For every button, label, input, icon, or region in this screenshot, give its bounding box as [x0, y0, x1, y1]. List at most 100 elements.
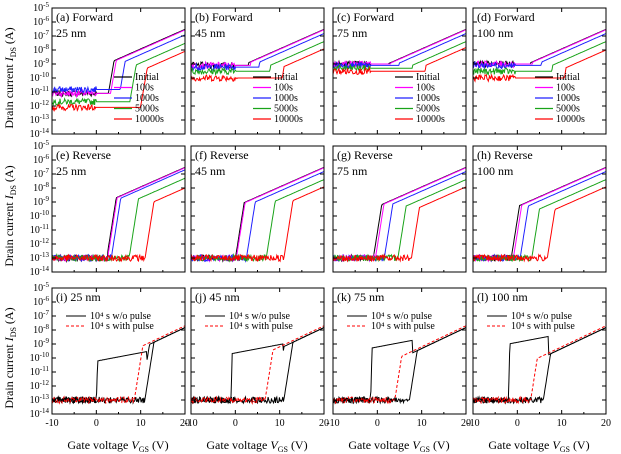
series-w-o-pulse-forward	[473, 327, 606, 404]
y-axis-label-row2: Drain current IDS (A)	[2, 165, 18, 266]
legend-label: 10⁴ s w/o pulse	[511, 311, 573, 322]
series-5000s	[191, 179, 324, 263]
x-tick-label: -10	[184, 418, 197, 429]
legend-label: 1000s	[416, 93, 440, 104]
x-axis-label-col2: Gate voltage VGS (V)	[206, 438, 307, 454]
y-tick-label: 10-9	[33, 57, 49, 70]
y-tick-label: 10-7	[33, 29, 49, 42]
series-with-pulse-forward	[473, 325, 606, 405]
plot-frame	[190, 287, 325, 415]
curves	[52, 325, 185, 405]
curves	[333, 28, 466, 76]
legend-label: 1000s	[274, 93, 298, 104]
legend-label: 5000s	[416, 104, 440, 115]
y-tick-label: 10-14	[30, 407, 50, 420]
y-tick-label: 10-10	[30, 71, 50, 84]
curves	[52, 166, 185, 264]
legend-label: Initial	[416, 72, 440, 83]
x-axis-label-col4: Gate voltage VGS (V)	[488, 438, 589, 454]
series-10000s	[473, 49, 606, 83]
legend-label: 10000s	[556, 114, 585, 125]
curves	[333, 166, 466, 263]
series-w-o-pulse-reverse	[52, 327, 185, 405]
panel-h: (h) Reverse 100 nm	[472, 145, 607, 273]
panel-e: 10-1410-1310-1210-1110-1010-910-810-710-…	[30, 139, 186, 278]
series-w-o-pulse-forward	[333, 327, 466, 405]
x-tick-label: 0	[233, 418, 238, 429]
series-5000s	[333, 179, 466, 263]
y-tick-label: 10-10	[30, 209, 50, 222]
panel-label: (e) Reverse	[56, 148, 111, 162]
x-tick-label: 10	[557, 418, 567, 429]
series-5000s	[473, 41, 606, 77]
panel-thickness: 75 nm	[337, 26, 368, 40]
x-tick-label: 10	[417, 418, 427, 429]
panel-label: (h) Reverse	[477, 148, 533, 162]
series-10000s	[191, 48, 324, 83]
panel-thickness: 45 nm	[195, 164, 226, 178]
y-tick-label: 10-12	[30, 237, 50, 250]
x-axis-label-col3: Gate voltage VGS (V)	[348, 438, 449, 454]
panel-label: (b) Forward	[195, 10, 253, 24]
y-tick-label: 10-5	[33, 1, 49, 14]
y-tick-label: 10-13	[30, 251, 50, 264]
series-Initial	[473, 166, 606, 263]
y-tick-label: 10-7	[33, 309, 49, 322]
panel-f: (f) Reverse 45 nm	[190, 145, 325, 273]
legend-label: Initial	[135, 72, 159, 83]
x-tick-label: 20	[601, 418, 611, 429]
series-with-pulse-forward	[52, 325, 185, 405]
legend-label: 5000s	[274, 104, 298, 115]
legend-label: 10⁴ s w/o pulse	[371, 311, 433, 322]
y-tick-label: 10-5	[33, 139, 49, 152]
series-w-o-pulse-reverse	[473, 327, 606, 405]
x-axis-labels: Gate voltage VGS (V) Gate voltage VGS (V…	[67, 438, 589, 454]
x-tick-label: 0	[94, 418, 99, 429]
panel-g: (g) Reverse 75 nm	[332, 145, 467, 273]
series-1000s	[191, 171, 324, 263]
legend-label: 10000s	[416, 114, 445, 125]
legend-label: 10⁴ s with pulse	[371, 321, 435, 332]
y-tick-label: 10-8	[33, 323, 49, 336]
series-Initial	[191, 166, 324, 263]
legend-label: 100s	[416, 83, 435, 94]
y-tick-label: 10-11	[30, 365, 50, 378]
x-tick-label: 20	[461, 418, 471, 429]
curves	[191, 325, 324, 405]
y-tick-label: 10-12	[30, 99, 50, 112]
panel-thickness: 100 nm	[477, 164, 514, 178]
series-5000s	[52, 42, 185, 106]
series-10000s	[52, 50, 185, 113]
curves	[333, 325, 466, 405]
panel-c: (c) Forward 75 nm Initial100s1000s5000s100…	[332, 7, 467, 135]
series-5000s	[191, 41, 324, 77]
legend-label: Initial	[274, 72, 298, 83]
series-w-o-pulse-reverse	[191, 327, 324, 405]
series-10000s	[333, 186, 466, 263]
legend-label: 10000s	[274, 114, 303, 125]
legend-label: 1000s	[556, 93, 580, 104]
y-tick-label: 10-8	[33, 181, 49, 194]
y-tick-label: 10-6	[33, 295, 49, 308]
legend-label: 10⁴ s w/o pulse	[90, 311, 152, 322]
panel-thickness: 25 nm	[56, 26, 87, 40]
legend-label: 1000s	[135, 93, 159, 104]
panel-label: (j) 45 nm	[195, 290, 240, 304]
plot-frame	[51, 287, 186, 415]
series-5000s	[52, 177, 185, 263]
panel-a: 10-1410-1310-1210-1110-1010-910-810-710-…	[30, 1, 186, 140]
y-tick-label: 10-14	[30, 265, 50, 278]
legend-label: 100s	[135, 83, 154, 94]
x-axis-label-col1: Gate voltage VGS (V)	[67, 438, 168, 454]
panel-label: (f) Reverse	[195, 148, 249, 162]
x-tick-label: 10	[275, 418, 285, 429]
x-tick-label: 10	[136, 418, 146, 429]
series-100s	[473, 167, 606, 263]
x-tick-label: -10	[45, 418, 58, 429]
series-1000s	[333, 33, 466, 71]
series-w-o-pulse-forward	[52, 327, 185, 405]
legend-label: 100s	[274, 83, 293, 94]
